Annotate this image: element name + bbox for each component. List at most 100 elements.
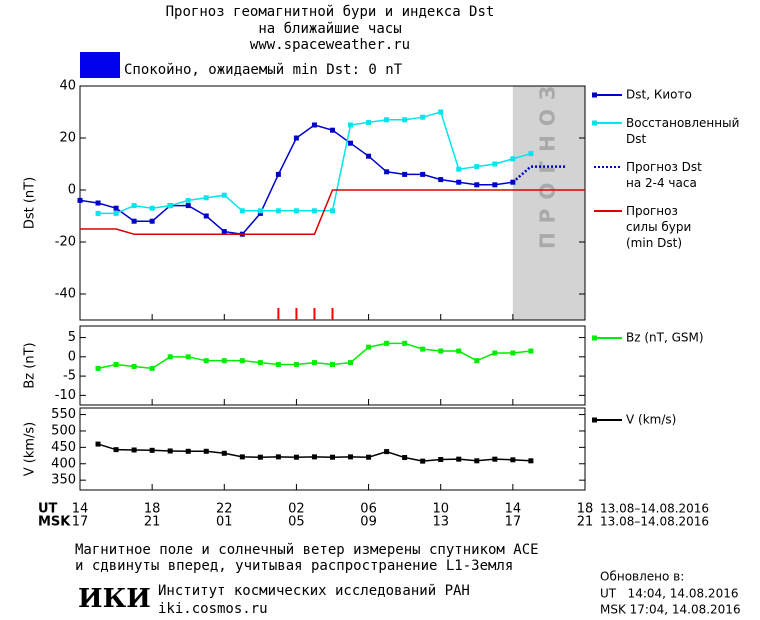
plot-frame — [79, 407, 586, 491]
marker — [420, 171, 426, 177]
marker — [293, 135, 299, 141]
marker — [510, 457, 516, 463]
marker — [95, 365, 101, 371]
legend-marker — [592, 417, 597, 423]
note: Магнитное поле и солнечный ветер измерен… — [75, 542, 539, 558]
marker — [402, 117, 408, 123]
legend-entry: V (km/s) — [626, 413, 676, 427]
marker — [203, 195, 209, 201]
marker — [366, 454, 372, 460]
marker — [474, 458, 480, 464]
marker — [113, 447, 119, 453]
marker — [77, 197, 83, 203]
marker — [330, 362, 335, 368]
marker — [203, 448, 209, 454]
marker — [420, 346, 426, 352]
updated-msk: MSK 17:04, 14.08.2016 — [600, 603, 741, 617]
marker — [293, 208, 299, 214]
y-tick-label: -5 — [63, 369, 76, 384]
x-tick-label: 21 — [577, 515, 594, 530]
marker — [420, 114, 426, 120]
marker — [474, 164, 480, 170]
marker — [131, 218, 137, 224]
marker — [492, 161, 498, 167]
note: и сдвинуты вперед, учитывая распростране… — [75, 558, 513, 574]
marker — [311, 360, 317, 366]
title: на ближайшие часы — [258, 21, 401, 37]
marker — [366, 344, 372, 350]
marker — [167, 448, 173, 454]
row-label: MSK — [38, 515, 71, 530]
marker — [131, 363, 137, 369]
y-tick-label: 400 — [51, 456, 76, 471]
marker — [438, 348, 444, 354]
date-range: 13.08–14.08.2016 — [600, 502, 709, 516]
updated-ut: UT 14:04, 14.08.2016 — [600, 587, 738, 601]
marker — [239, 454, 245, 460]
series-line — [79, 124, 513, 236]
marker — [528, 348, 534, 354]
x-tick-label: 01 — [216, 515, 233, 530]
marker — [456, 348, 462, 354]
marker — [311, 454, 317, 460]
marker — [257, 208, 263, 214]
marker — [185, 448, 191, 454]
legend-entry: Dst, Киото — [626, 88, 692, 102]
x-tick-label: 14 — [505, 502, 522, 517]
y-tick-label: 20 — [59, 131, 76, 146]
marker — [528, 151, 534, 157]
marker — [221, 450, 227, 456]
marker — [149, 218, 155, 224]
x-tick-label: 02 — [288, 502, 305, 517]
marker — [348, 140, 354, 146]
legend-entry: Восстановленный Dst — [626, 116, 739, 146]
marker — [113, 362, 119, 368]
legend-entry: Bz (nT, GSM) — [626, 331, 704, 345]
y-tick-label: -40 — [55, 287, 76, 302]
marker — [402, 455, 408, 461]
legend-marker — [592, 335, 597, 341]
x-tick-label: 14 — [72, 502, 89, 517]
x-tick-label: 05 — [288, 515, 305, 530]
url: www.spaceweather.ru — [250, 37, 410, 53]
marker — [293, 454, 299, 460]
marker — [131, 447, 137, 453]
marker — [348, 122, 354, 128]
series-line — [80, 189, 585, 235]
title: Прогноз геомагнитной бури и индекса Dst — [166, 4, 495, 20]
plot-frame — [79, 325, 586, 406]
marker — [95, 200, 101, 206]
marker — [239, 358, 245, 364]
legend-entry: Прогноз силы бури (min Dst) — [626, 204, 691, 250]
y-axis-label: Dst (nT) — [23, 177, 38, 229]
marker — [203, 358, 209, 364]
marker — [348, 360, 354, 366]
y-tick-label: 5 — [68, 330, 76, 345]
marker — [330, 208, 335, 214]
marker — [438, 177, 444, 183]
marker — [185, 197, 191, 203]
marker — [510, 156, 516, 162]
marker — [366, 119, 372, 125]
status-text: Спокойно, ожидаемый min Dst: 0 nT — [124, 62, 403, 78]
x-tick-label: 18 — [577, 502, 594, 517]
status-box — [80, 52, 120, 78]
marker — [528, 458, 534, 464]
marker — [221, 229, 227, 235]
marker — [167, 354, 173, 360]
marker — [492, 456, 498, 462]
y-tick-label: 0 — [68, 183, 76, 198]
series-line — [512, 165, 567, 184]
plot-frame — [79, 85, 586, 321]
marker — [456, 456, 462, 462]
marker — [113, 205, 119, 211]
x-tick-label: 06 — [360, 502, 377, 517]
y-tick-label: 350 — [51, 473, 76, 488]
marker — [402, 340, 408, 346]
marker — [366, 153, 372, 159]
marker — [474, 182, 480, 188]
marker — [203, 213, 209, 219]
x-tick-label: 17 — [72, 515, 89, 530]
marker — [113, 210, 119, 216]
